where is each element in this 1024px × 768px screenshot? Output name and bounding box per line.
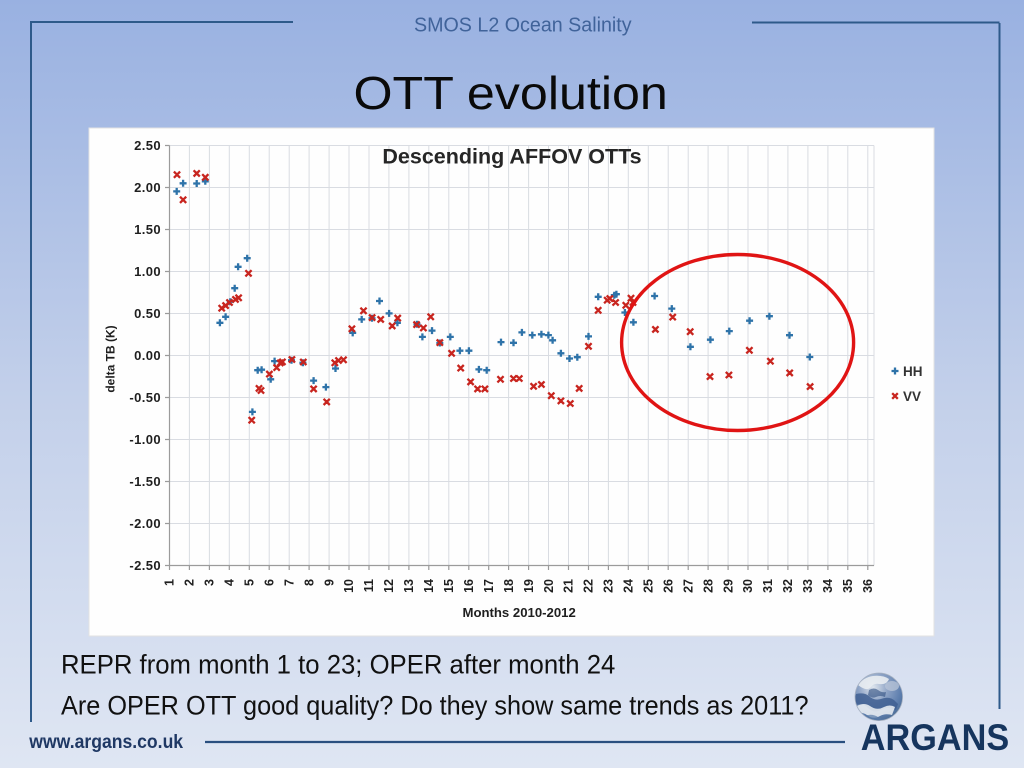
svg-text:27: 27 <box>681 579 695 593</box>
svg-text:20: 20 <box>542 579 556 593</box>
svg-text:ARGANS: ARGANS <box>861 717 1009 758</box>
svg-text:21: 21 <box>562 579 576 593</box>
svg-text:SMOS L2 Ocean Salinity: SMOS L2 Ocean Salinity <box>414 15 632 37</box>
svg-text:4: 4 <box>223 579 237 586</box>
svg-text:VV: VV <box>903 389 921 404</box>
svg-text:13: 13 <box>402 579 416 593</box>
svg-text:Are OPER OTT good quality? Do: Are OPER OTT good quality? Do they show … <box>61 690 809 720</box>
svg-text:23: 23 <box>602 579 616 593</box>
svg-text:1.00: 1.00 <box>134 264 161 279</box>
svg-text:15: 15 <box>442 579 456 593</box>
svg-text:2: 2 <box>183 579 197 586</box>
svg-text:7: 7 <box>282 579 296 586</box>
svg-text:28: 28 <box>701 579 715 593</box>
svg-text:-2.00: -2.00 <box>129 516 161 531</box>
svg-text:31: 31 <box>761 579 775 593</box>
svg-text:24: 24 <box>622 579 636 593</box>
svg-text:0.50: 0.50 <box>134 306 161 321</box>
svg-text:11: 11 <box>362 579 376 592</box>
svg-text:17: 17 <box>482 579 496 593</box>
svg-text:-2.50: -2.50 <box>129 558 161 573</box>
svg-text:33: 33 <box>801 579 815 593</box>
svg-text:34: 34 <box>821 579 835 593</box>
svg-text:1: 1 <box>163 579 177 586</box>
svg-text:10: 10 <box>342 579 356 593</box>
svg-text:1.50: 1.50 <box>134 222 161 237</box>
svg-text:Descending AFFOV OTTs: Descending AFFOV OTTs <box>382 145 641 169</box>
svg-text:0.00: 0.00 <box>134 348 161 363</box>
svg-text:delta TB (K): delta TB (K) <box>104 325 118 392</box>
svg-text:14: 14 <box>422 579 436 593</box>
svg-text:18: 18 <box>502 579 516 593</box>
svg-text:www.argans.co.uk: www.argans.co.uk <box>28 732 183 753</box>
svg-text:3: 3 <box>203 579 217 586</box>
svg-text:22: 22 <box>582 579 596 593</box>
svg-text:19: 19 <box>522 579 536 593</box>
svg-text:Months 2010-2012: Months 2010-2012 <box>463 606 576 620</box>
svg-text:8: 8 <box>302 579 316 586</box>
svg-text:REPR from month 1 to 23; OPER: REPR from month 1 to 23; OPER after mont… <box>61 649 615 679</box>
svg-text:-1.50: -1.50 <box>129 474 161 489</box>
svg-text:32: 32 <box>781 579 795 593</box>
svg-text:OTT evolution: OTT evolution <box>354 67 668 119</box>
svg-text:29: 29 <box>721 579 735 593</box>
svg-text:36: 36 <box>861 579 875 593</box>
svg-text:2.00: 2.00 <box>134 180 161 195</box>
svg-text:35: 35 <box>841 579 855 593</box>
svg-text:-0.50: -0.50 <box>129 390 161 405</box>
svg-text:-1.00: -1.00 <box>129 432 161 447</box>
svg-text:2.50: 2.50 <box>134 138 161 153</box>
svg-text:12: 12 <box>382 579 396 593</box>
svg-text:16: 16 <box>462 579 476 593</box>
svg-text:30: 30 <box>741 579 755 593</box>
svg-text:25: 25 <box>642 579 656 593</box>
svg-text:9: 9 <box>322 579 336 586</box>
svg-text:HH: HH <box>903 364 923 379</box>
svg-text:26: 26 <box>662 579 676 593</box>
svg-text:5: 5 <box>243 579 257 586</box>
svg-text:6: 6 <box>262 579 276 586</box>
